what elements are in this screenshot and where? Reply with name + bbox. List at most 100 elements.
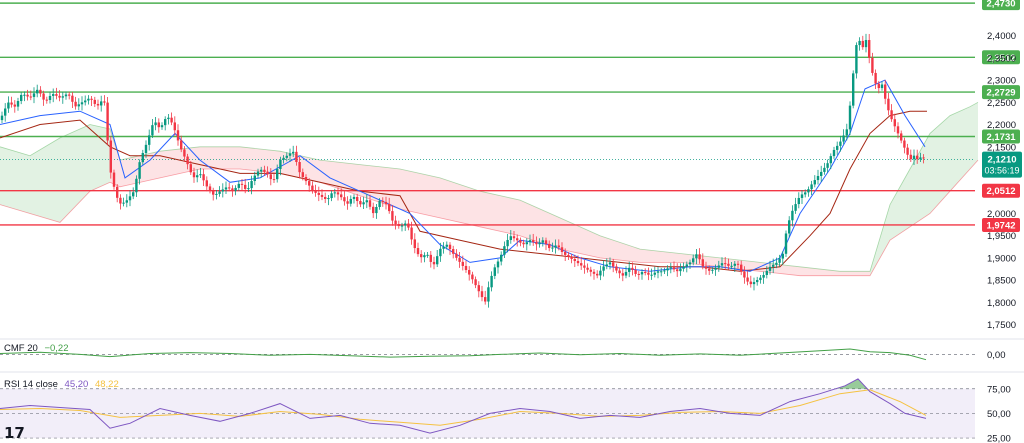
candle-body	[570, 256, 573, 259]
candle-body	[688, 262, 692, 265]
candle-body	[852, 73, 855, 106]
price-tick-label: 1,8500	[987, 276, 1016, 287]
candle-body	[160, 125, 164, 128]
candle-body	[154, 122, 157, 126]
candle-body	[13, 104, 16, 107]
candle-body	[781, 253, 784, 259]
candle-body	[410, 227, 413, 240]
candle-body	[740, 264, 743, 272]
candle-body	[503, 246, 506, 255]
candle-body	[400, 225, 404, 227]
candle-body	[365, 200, 368, 203]
candle-body	[916, 155, 919, 160]
candle-body	[74, 101, 77, 107]
candle-body	[669, 267, 672, 269]
candle-body	[880, 84, 884, 89]
candle-body	[676, 269, 679, 272]
candle-body	[138, 162, 141, 179]
candle-body	[119, 197, 122, 204]
candle-body	[538, 242, 541, 245]
candle-body	[874, 72, 877, 84]
candle-body	[0, 115, 4, 121]
cloud-segment	[870, 204, 890, 276]
candle-body	[695, 254, 698, 259]
candle-body	[749, 281, 752, 285]
price-axis[interactable]: 2,4000 2,3500 2,3000 2,2500 2,2000 2,1500 2,00…	[0, 31, 1024, 373]
candle-body	[279, 159, 282, 169]
candle-body	[820, 171, 823, 176]
candle-body	[106, 102, 109, 141]
candle-body	[666, 268, 669, 271]
senkou-b-line	[0, 159, 979, 277]
candle-body	[285, 155, 288, 158]
tradingview-logo[interactable]: 17	[4, 424, 25, 442]
candle-body	[682, 266, 685, 269]
price-tick-label: 2,2000	[987, 120, 1016, 131]
cmf-legend[interactable]: CMF 20 −0,22	[4, 343, 68, 354]
candle-body	[768, 266, 772, 271]
candle-body	[618, 270, 621, 274]
candle-body	[839, 141, 842, 146]
candle-body	[157, 122, 160, 128]
candle-body	[455, 253, 458, 258]
candle-body	[100, 101, 103, 106]
candle-body	[192, 172, 196, 178]
level-badge	[982, 50, 1020, 65]
candle-body	[141, 152, 144, 163]
rsi-legend[interactable]: RSI 14 close 45,20 48,22	[4, 379, 119, 390]
candle-body	[128, 196, 132, 201]
candle-body	[512, 236, 516, 239]
level-label: 2,4730	[986, 0, 1015, 10]
candle-body	[816, 175, 820, 181]
level-label: 2,1731	[986, 132, 1016, 143]
candle-body	[650, 274, 653, 276]
candle-body	[567, 254, 570, 257]
candle-body	[420, 254, 423, 258]
candle-body	[637, 273, 640, 275]
candle-body	[909, 154, 912, 160]
cloud-segment	[560, 217, 600, 258]
cloud-segment	[640, 249, 680, 263]
candle-body	[551, 247, 554, 249]
rsi-ma-value: 48,22	[94, 379, 119, 390]
candle-body	[685, 264, 688, 267]
candle-body	[295, 151, 298, 163]
candle-body	[612, 262, 615, 267]
candle-body	[308, 181, 311, 186]
level-label: 2,2729	[986, 88, 1015, 99]
candle-body	[404, 223, 407, 226]
candle-body	[52, 94, 55, 96]
candle-body	[394, 220, 397, 225]
candle-body	[327, 198, 330, 200]
candle-body	[836, 145, 839, 150]
candle-body	[848, 105, 852, 130]
candle-body	[96, 103, 100, 106]
candle-body	[471, 274, 474, 280]
candle-body	[432, 261, 436, 265]
candle-body	[586, 267, 589, 270]
candle-body	[903, 140, 906, 148]
price-tick-label: 2,4000	[987, 31, 1016, 42]
candle-body	[80, 102, 84, 105]
candle-body	[864, 40, 868, 48]
candle-body	[516, 238, 519, 241]
candle-body	[202, 174, 205, 181]
candle-body	[461, 261, 464, 266]
candle-body	[730, 265, 733, 267]
candle-body	[250, 181, 253, 189]
candle-body	[148, 135, 151, 145]
candle-body	[7, 102, 10, 109]
candle-body	[919, 157, 922, 160]
candle-body	[10, 102, 13, 105]
candle-body	[36, 89, 39, 94]
candle-body	[413, 239, 416, 249]
rsi-tick-label: 50,00	[987, 409, 1011, 420]
candle-body	[487, 287, 490, 302]
rsi-pane: 75,00 50,00 25,00	[0, 378, 1011, 443]
candle-body	[743, 271, 746, 278]
cmf-line	[0, 348, 927, 361]
candle-body	[301, 172, 304, 178]
candle-body	[378, 200, 381, 207]
candle-body	[199, 174, 202, 176]
